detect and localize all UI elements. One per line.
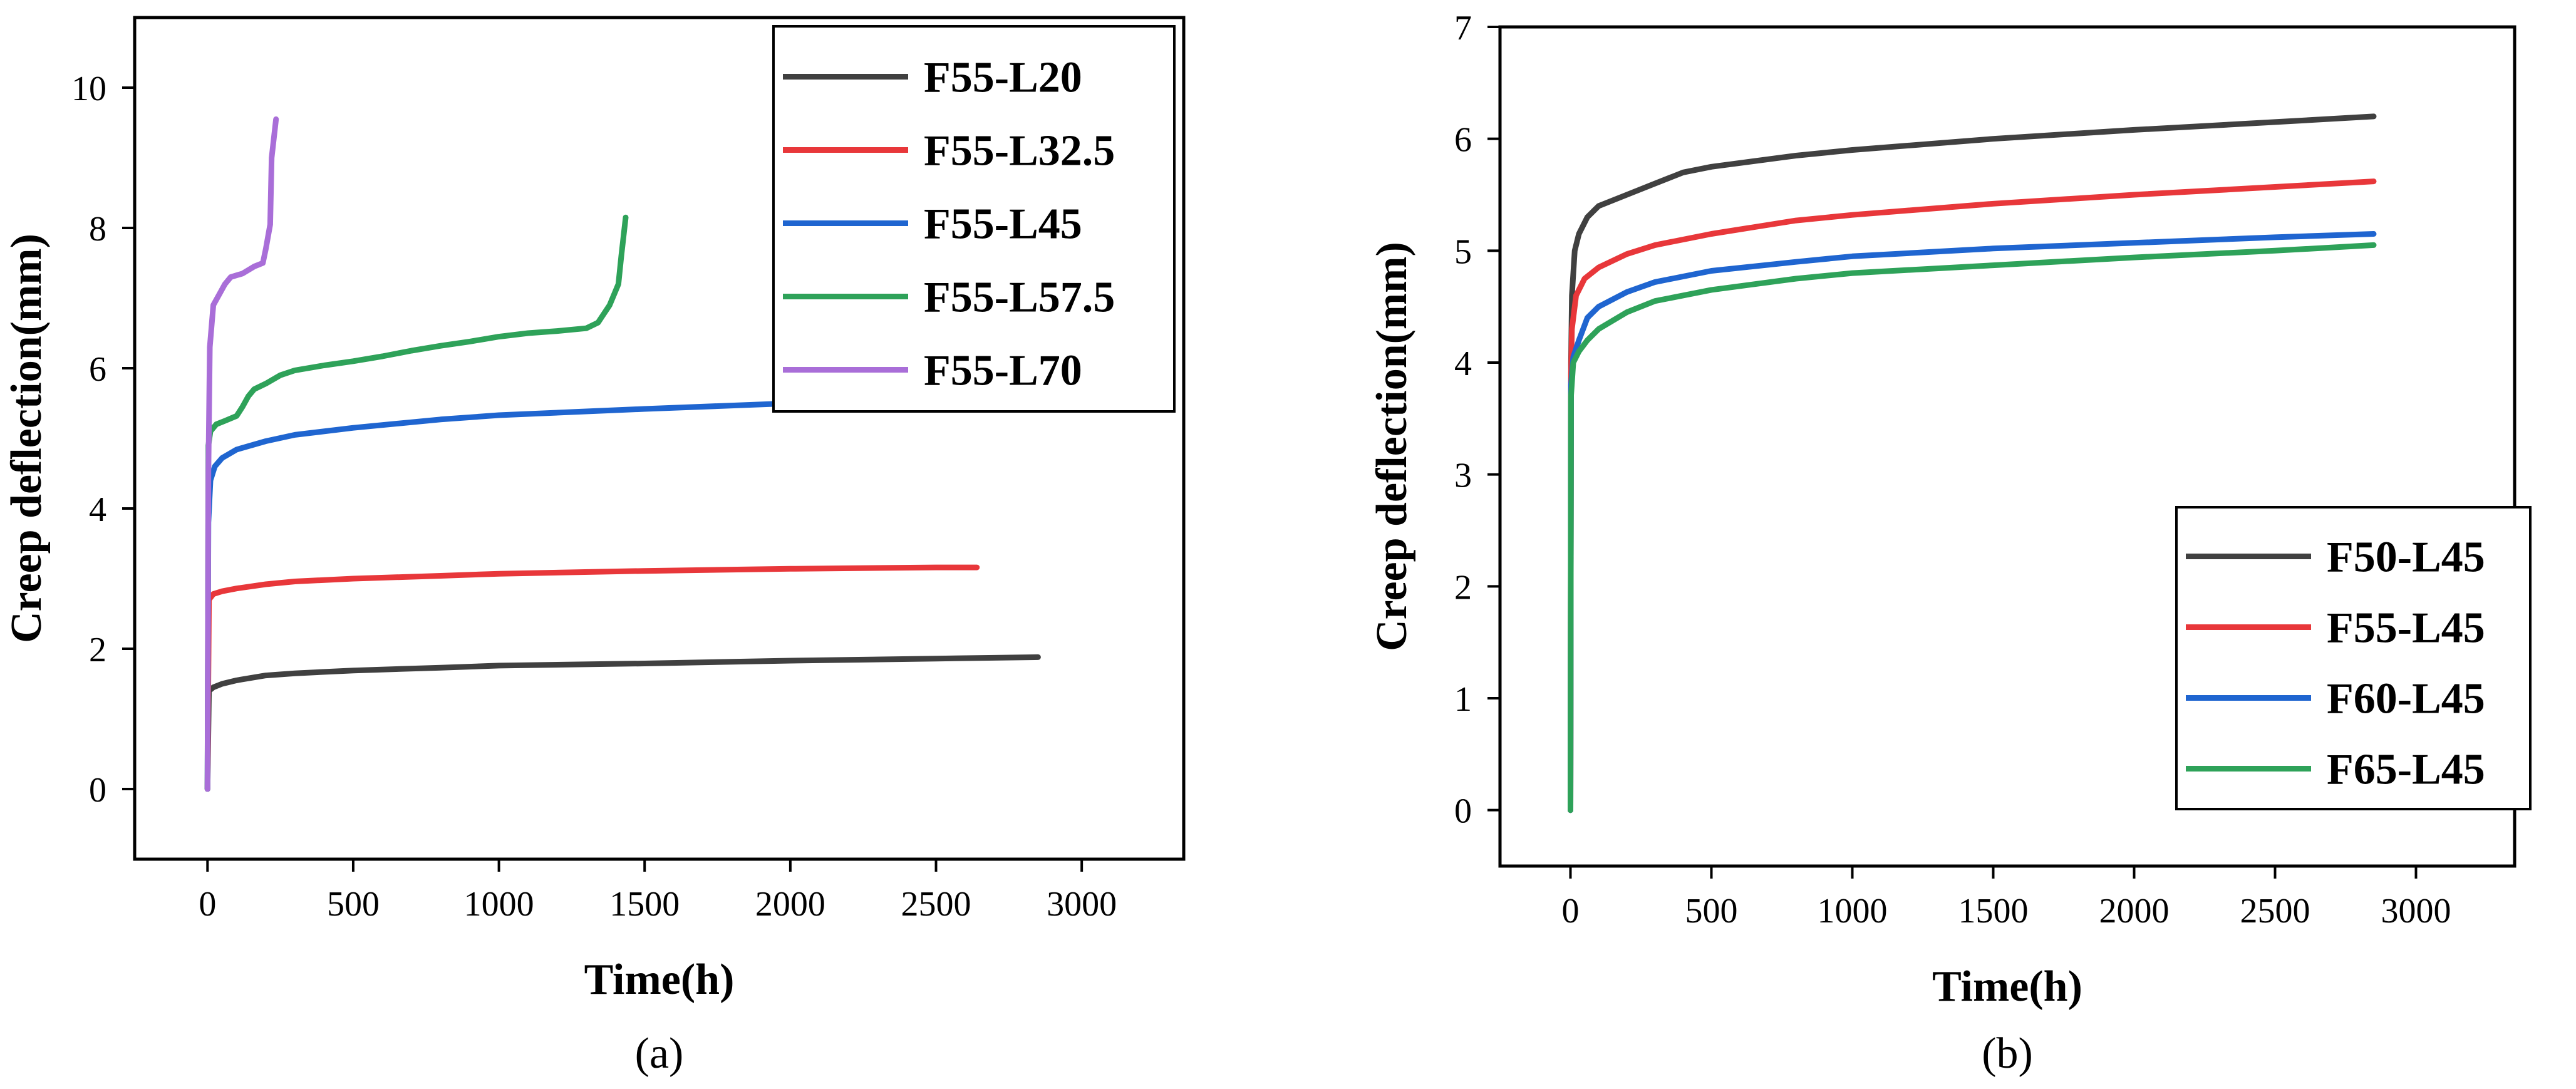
x-tick-label: 2000 xyxy=(755,885,825,924)
legend-label: F55-L45 xyxy=(924,200,1082,249)
y-tick-label: 10 xyxy=(71,70,106,108)
x-tick-label: 0 xyxy=(1562,892,1580,931)
tick-marks xyxy=(1487,26,2418,879)
panel-label: (a) xyxy=(635,1030,684,1078)
series-line-f55-l70 xyxy=(204,116,279,792)
legend-label: F55-L45 xyxy=(2327,604,2485,653)
y-tick-label: 5 xyxy=(1454,232,1472,271)
x-axis-title: Time(h) xyxy=(1932,963,2082,1011)
x-axis-title: Time(h) xyxy=(584,956,735,1004)
legend-label: F55-L20 xyxy=(924,54,1082,102)
tick-labels: 0 500 1000 1500 2000 2500 3000 0 1 2 3 4 5 6 7 xyxy=(1454,9,2451,931)
legend-label: F55-L57.5 xyxy=(924,274,1115,322)
series-line-f55-l45 xyxy=(204,392,1041,792)
legend: F50-L45 F55-L45 F60-L45 F65-L45 xyxy=(2175,506,2532,810)
plot-area-frame xyxy=(1498,25,2517,868)
series-line-f60-l45 xyxy=(1568,231,2377,813)
x-tick-label: 3000 xyxy=(1047,885,1117,924)
y-tick-label: 4 xyxy=(1454,344,1472,383)
x-tick-label: 1500 xyxy=(1958,892,2029,931)
x-tick-label: 500 xyxy=(1685,892,1738,931)
legend-label: F60-L45 xyxy=(2327,675,2485,723)
y-tick-label: 7 xyxy=(1454,9,1472,48)
panel-label: (b) xyxy=(1982,1030,2033,1078)
y-tick-label: 2 xyxy=(1454,568,1472,607)
x-tick-label: 500 xyxy=(327,885,380,924)
series-line-f55-l20 xyxy=(204,654,1041,792)
series-lines xyxy=(204,116,1041,792)
x-tick-label: 2500 xyxy=(901,885,971,924)
legend: F55-L20 F55-L32.5 F55-L45 F55-L57.5 F55-L70 xyxy=(772,25,1176,413)
series-line-f55-l45 xyxy=(1568,178,2377,813)
x-tick-label: 3000 xyxy=(2381,892,2451,931)
tick-labels: 0 500 1000 1500 2000 2500 3000 0 2 4 6 8 10 xyxy=(71,70,1117,924)
y-tick-label: 0 xyxy=(89,771,106,810)
y-tick-label: 3 xyxy=(1454,457,1472,495)
tick-marks xyxy=(122,86,1084,872)
legend-label: F50-L45 xyxy=(2327,534,2485,582)
y-axis-title: Creep deflection(mm) xyxy=(1368,242,1416,651)
x-tick-label: 2000 xyxy=(2099,892,2170,931)
legend-box xyxy=(772,25,1176,413)
y-tick-label: 4 xyxy=(89,490,106,529)
legend-label: F65-L45 xyxy=(2327,746,2485,794)
plot-area-frame xyxy=(133,16,1186,861)
y-axis-title: Creep deflection(mm) xyxy=(3,234,51,643)
y-tick-label: 6 xyxy=(89,350,106,389)
x-tick-label: 2500 xyxy=(2240,892,2310,931)
chart-panel-b: 0 500 1000 1500 2000 2500 3000 0 1 2 3 4 5 6 7 F50-L45… xyxy=(1368,9,2532,1078)
series-line-f55-l57-5 xyxy=(204,214,629,792)
y-tick-label: 6 xyxy=(1454,121,1472,160)
x-tick-label: 1000 xyxy=(464,885,534,924)
y-tick-label: 0 xyxy=(1454,792,1472,831)
x-tick-label: 1000 xyxy=(1818,892,1888,931)
legend-label: F55-L32.5 xyxy=(924,127,1115,175)
series-line-f55-l32-5 xyxy=(204,564,980,792)
legend-label: F55-L70 xyxy=(924,347,1082,395)
y-tick-label: 8 xyxy=(89,210,106,249)
x-tick-label: 0 xyxy=(199,885,216,924)
y-tick-label: 2 xyxy=(89,631,106,669)
series-lines xyxy=(1568,113,2377,813)
series-line-f65-l45 xyxy=(1568,242,2377,813)
y-tick-label: 1 xyxy=(1454,680,1472,719)
series-line-f50-l45 xyxy=(1568,113,2377,813)
x-tick-label: 1500 xyxy=(609,885,680,924)
